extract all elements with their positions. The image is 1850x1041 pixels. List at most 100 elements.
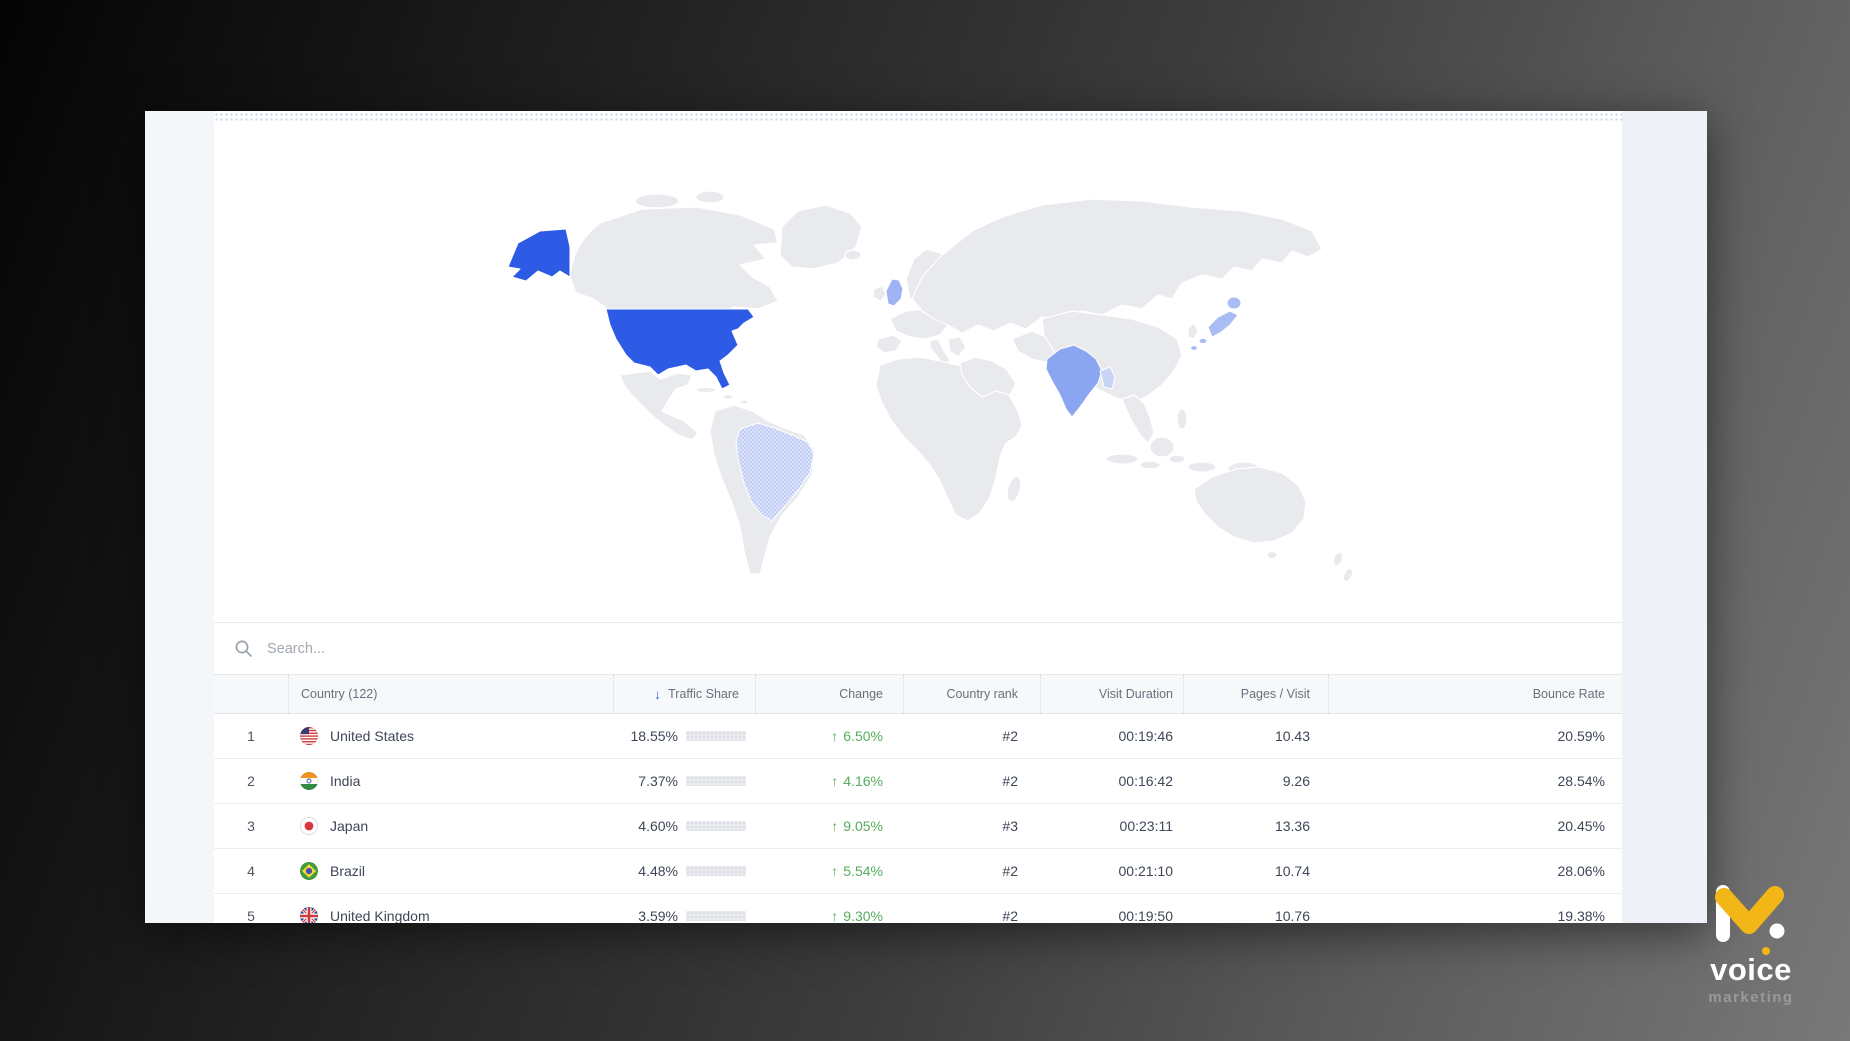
cell-country: United States	[288, 727, 613, 745]
geography-panel: Country (122) ↓ Traffic Share Change Cou…	[145, 111, 1707, 923]
search-bar	[214, 622, 1622, 675]
arrow-up-icon: ↑	[831, 773, 839, 789]
japan-flag-icon	[300, 817, 318, 835]
search-icon	[235, 640, 252, 657]
cell-country-rank: #2	[1002, 728, 1018, 744]
panel-left-gutter	[145, 111, 214, 923]
header-country[interactable]: Country (122)	[288, 675, 613, 713]
voice-logo-mark-icon	[1715, 885, 1785, 942]
cell-rank: 3	[247, 818, 255, 834]
cell-country: United Kingdom	[288, 907, 613, 923]
map-country-united-kingdom[interactable]	[885, 278, 904, 307]
search-input[interactable]	[267, 640, 867, 657]
traffic-share-bar	[686, 866, 746, 876]
cell-pages-visit: 10.43	[1274, 728, 1310, 744]
table-body: 1 United States 18.55% ↑ 6.50% #2 00:19:46 10.4…	[214, 714, 1622, 923]
logo-i-dot	[1762, 947, 1771, 955]
cell-bounce-rate: 28.06%	[1557, 863, 1605, 879]
cell-country-rank: #2	[1002, 863, 1018, 879]
cell-pages-visit: 10.74	[1274, 863, 1310, 879]
cell-visit-duration: 00:21:10	[1118, 863, 1174, 879]
header-change[interactable]: Change	[755, 675, 903, 713]
sort-arrow-down-icon: ↓	[654, 686, 662, 702]
cell-traffic-share: 7.37%	[613, 773, 755, 789]
cell-bounce-rate: 20.59%	[1557, 728, 1605, 744]
cell-rank: 4	[247, 863, 255, 879]
cell-traffic-share: 18.55%	[613, 728, 755, 744]
united-kingdom-flag-icon	[300, 907, 318, 923]
arrow-up-icon: ↑	[831, 728, 839, 744]
cell-visit-duration: 00:19:50	[1118, 908, 1174, 923]
world-map-zone	[214, 121, 1622, 622]
cell-bounce-rate: 19.38%	[1557, 908, 1605, 923]
country-name: United Kingdom	[330, 908, 430, 923]
header-country-rank[interactable]: Country rank	[903, 675, 1040, 713]
brazil-flag-icon	[300, 862, 318, 880]
cell-traffic-share: 4.60%	[613, 818, 755, 834]
cell-pages-visit: 9.26	[1282, 773, 1310, 789]
map-country-india[interactable]	[1045, 344, 1103, 418]
map-landmass	[569, 190, 1354, 583]
traffic-share-bar	[686, 821, 746, 831]
logo-subtitle: marketing	[1708, 989, 1794, 1006]
map-country-brazil-texture	[736, 423, 814, 521]
country-name: Brazil	[330, 863, 366, 879]
dotted-top-strip	[214, 112, 1622, 121]
cell-country: India	[288, 772, 613, 790]
world-map	[507, 190, 1354, 583]
cell-visit-duration: 00:16:42	[1118, 773, 1174, 789]
cell-pages-visit: 13.36	[1274, 818, 1310, 834]
cell-country-rank: #2	[1002, 773, 1018, 789]
cell-country-rank: #2	[1002, 908, 1018, 923]
cell-change: ↑ 9.05%	[831, 818, 883, 834]
table-header: Country (122) ↓ Traffic Share Change Cou…	[214, 675, 1622, 714]
cell-country: Brazil	[288, 862, 613, 880]
cell-rank: 5	[247, 908, 255, 923]
header-visit-duration[interactable]: Visit Duration	[1040, 675, 1183, 713]
traffic-share-bar	[686, 731, 746, 741]
table-row[interactable]: 1 United States 18.55% ↑ 6.50% #2 00:19:46 10.4…	[214, 714, 1622, 759]
traffic-share-bar	[686, 776, 746, 786]
traffic-share-bar	[686, 911, 746, 921]
voice-marketing-logo: voice marketing	[1686, 876, 1816, 1006]
united-states-flag-icon	[300, 727, 318, 745]
cell-country: Japan	[288, 817, 613, 835]
table-row[interactable]: 5 United Kingdom 3.59% ↑ 9.30% #2 00:19:50 10.7…	[214, 894, 1622, 923]
arrow-up-icon: ↑	[831, 818, 839, 834]
map-country-alaska[interactable]	[507, 228, 571, 282]
header-pages-visit[interactable]: Pages / Visit	[1183, 675, 1328, 713]
cell-change: ↑ 6.50%	[831, 728, 883, 744]
header-rank	[214, 675, 288, 713]
cell-visit-duration: 00:19:46	[1118, 728, 1174, 744]
arrow-up-icon: ↑	[831, 863, 839, 879]
cell-traffic-share: 3.59%	[613, 908, 755, 923]
cell-change: ↑ 4.16%	[831, 773, 883, 789]
cell-country-rank: #3	[1002, 818, 1018, 834]
map-country-united-states[interactable]	[605, 308, 755, 390]
map-country-japan[interactable]	[1190, 296, 1242, 351]
header-traffic-share[interactable]: ↓ Traffic Share	[613, 675, 755, 713]
cell-change: ↑ 9.30%	[831, 908, 883, 923]
country-name: United States	[330, 728, 415, 744]
table-row[interactable]: 3 Japan 4.60% ↑ 9.05% #3 00:23:11 13.36 20.45%	[214, 804, 1622, 849]
cell-bounce-rate: 20.45%	[1557, 818, 1605, 834]
cell-rank: 1	[247, 728, 255, 744]
logo-title: voice	[1710, 947, 1792, 985]
country-name: Japan	[330, 818, 369, 834]
cell-visit-duration: 00:23:11	[1119, 818, 1173, 834]
india-flag-icon	[300, 772, 318, 790]
cell-change: ↑ 5.54%	[831, 863, 883, 879]
cell-rank: 2	[247, 773, 255, 789]
map-country-bangladesh[interactable]	[1099, 366, 1116, 390]
table-row[interactable]: 4 Brazil 4.48% ↑ 5.54% #2 00:21:10 10.74 28.06%	[214, 849, 1622, 894]
cell-traffic-share: 4.48%	[613, 863, 755, 879]
header-bounce-rate[interactable]: Bounce Rate	[1328, 675, 1620, 713]
arrow-up-icon: ↑	[831, 908, 839, 923]
panel-content: Country (122) ↓ Traffic Share Change Cou…	[214, 111, 1622, 923]
cell-pages-visit: 10.76	[1274, 908, 1310, 923]
panel-right-gutter	[1622, 111, 1707, 923]
cell-bounce-rate: 28.54%	[1557, 773, 1605, 789]
table-row[interactable]: 2 India 7.37% ↑ 4.16% #2 00:16:42 9.26 28.54%	[214, 759, 1622, 804]
country-name: India	[330, 773, 361, 789]
